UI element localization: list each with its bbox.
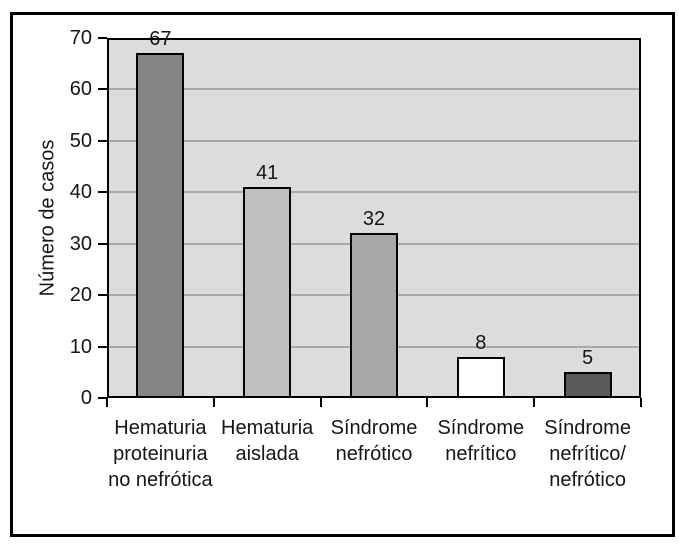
bar bbox=[350, 233, 398, 398]
y-tick-mark bbox=[98, 191, 107, 194]
y-tick-mark bbox=[98, 37, 107, 39]
bar bbox=[136, 53, 185, 398]
category-label: Síndrome nefrótico bbox=[330, 417, 418, 465]
gridline bbox=[107, 88, 641, 91]
y-tick-mark bbox=[98, 397, 107, 399]
y-tick-mark bbox=[98, 345, 107, 348]
y-tick-label: 40 bbox=[69, 181, 92, 204]
figure-border bbox=[10, 12, 675, 537]
y-tick-label: 30 bbox=[69, 232, 92, 255]
bar-value-label: 67 bbox=[149, 28, 172, 51]
category-label: Hematuria aislada bbox=[221, 417, 314, 465]
y-tick-mark bbox=[98, 242, 107, 245]
category-label: Síndrome nefrítico/nefrótico bbox=[544, 417, 631, 491]
x-tick-mark bbox=[212, 398, 215, 407]
category-label: Hematuria proteinuria no nefrótica bbox=[108, 417, 213, 491]
y-axis-title: Número de casos bbox=[36, 139, 59, 297]
bar-value-label: 32 bbox=[362, 208, 386, 231]
gridline bbox=[107, 139, 641, 142]
bar bbox=[563, 372, 612, 398]
y-tick-mark bbox=[98, 139, 107, 142]
y-tick-mark bbox=[98, 88, 107, 91]
plot-area: 67 41 32 8 5 bbox=[107, 28, 641, 398]
x-tick-mark bbox=[533, 398, 536, 407]
x-tick-mark bbox=[106, 398, 108, 407]
y-tick-mark bbox=[98, 294, 107, 297]
y-tick-label: 20 bbox=[69, 284, 92, 307]
bar-value-label: 8 bbox=[475, 331, 487, 354]
gridline bbox=[107, 191, 641, 194]
bar bbox=[456, 356, 505, 398]
bar-value-label: 41 bbox=[256, 162, 279, 185]
y-tick-label: 70 bbox=[69, 27, 92, 49]
bar-value-label: 5 bbox=[582, 347, 594, 370]
x-tick-mark bbox=[319, 398, 322, 407]
x-tick-mark bbox=[426, 398, 429, 407]
y-tick-label: 10 bbox=[69, 335, 92, 358]
bar bbox=[243, 187, 292, 398]
y-tick-label: 0 bbox=[80, 387, 92, 409]
y-tick-label: 50 bbox=[69, 129, 92, 152]
x-tick-mark bbox=[640, 398, 642, 407]
y-tick-label: 60 bbox=[69, 78, 92, 101]
category-label: Síndrome nefrítico bbox=[437, 417, 525, 465]
